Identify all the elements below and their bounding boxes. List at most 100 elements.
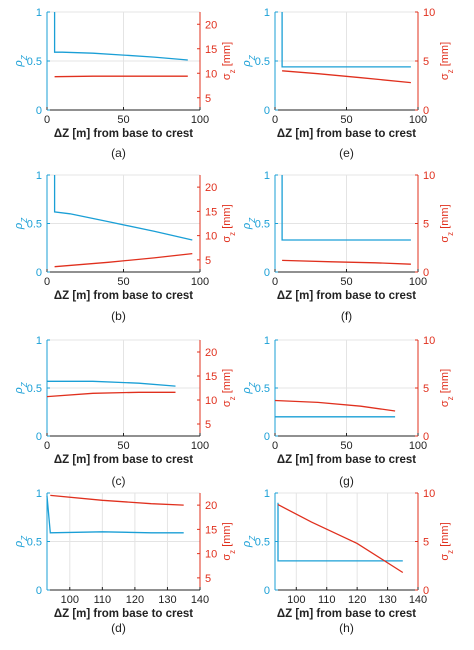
left-tick-label: 0 — [36, 431, 42, 443]
x-tick-label: 0 — [44, 114, 50, 126]
x-axis-label: ΔZ [m] from base to crest — [277, 454, 416, 466]
right-tick-label: 10 — [205, 231, 217, 243]
left-tick-label: 0 — [264, 267, 270, 279]
x-axis-label: ΔZ [m] from base to crest — [54, 290, 193, 302]
right-tick-label: 5 — [423, 383, 429, 395]
left-tick-label: 1 — [36, 170, 42, 182]
x-tick-label: 130 — [158, 594, 176, 606]
x-axis-label: ΔZ [m] from base to crest — [54, 128, 193, 140]
right-tick-label: 0 — [423, 585, 429, 597]
x-tick-label: 0 — [272, 440, 278, 452]
right-tick-label: 5 — [205, 93, 211, 105]
right-tick-label: 0 — [423, 105, 429, 117]
x-tick-label: 0 — [44, 440, 50, 452]
panel-caption: (e) — [339, 146, 354, 160]
panel-caption: (h) — [339, 621, 354, 635]
panel-caption: (a) — [111, 146, 126, 160]
left-tick-label: 0.5 — [27, 219, 42, 231]
x-tick-label: 50 — [117, 114, 129, 126]
right-tick-label: 20 — [205, 347, 217, 359]
right-tick-label: 15 — [205, 524, 217, 536]
left-tick-label: 0 — [264, 431, 270, 443]
rho-series-line — [281, 175, 411, 241]
rho-series-line — [277, 502, 403, 562]
right-tick-label: 5 — [205, 573, 211, 585]
sigma-series-line — [54, 75, 188, 78]
left-tick-label: 1 — [36, 7, 42, 19]
sigma-series-line — [282, 70, 411, 84]
rho-series-line — [281, 12, 411, 68]
left-tick-label: 0.5 — [27, 537, 42, 549]
left-tick-label: 1 — [36, 488, 42, 500]
rho-series-line — [53, 12, 188, 61]
x-tick-label: 140 — [409, 594, 427, 606]
right-tick-label: 10 — [423, 335, 435, 347]
x-tick-label: 110 — [94, 594, 112, 606]
sigma-series-line — [46, 391, 176, 398]
x-tick-label: 100 — [61, 594, 79, 606]
x-axis-label: ΔZ [m] from base to crest — [54, 454, 193, 466]
right-axis-label: σz [mm] — [439, 204, 455, 242]
x-tick-label: 0 — [44, 276, 50, 288]
right-axis-label: σz [mm] — [439, 522, 455, 560]
x-tick-label: 50 — [340, 276, 352, 288]
panel-caption: (c) — [112, 474, 126, 488]
left-tick-label: 0.5 — [255, 56, 270, 68]
sigma-series-line — [277, 504, 404, 574]
x-tick-label: 100 — [409, 276, 427, 288]
x-tick-label: 50 — [340, 114, 352, 126]
panel-caption: (f) — [341, 309, 352, 323]
x-tick-label: 50 — [117, 440, 129, 452]
left-tick-label: 0 — [36, 105, 42, 117]
x-axis-label: ΔZ [m] from base to crest — [277, 128, 416, 140]
x-tick-label: 0 — [272, 114, 278, 126]
rho-series-line — [53, 175, 193, 241]
right-tick-label: 5 — [205, 419, 211, 431]
panel-caption: (g) — [339, 474, 354, 488]
x-tick-label: 0 — [272, 276, 278, 288]
x-tick-label: 100 — [409, 440, 427, 452]
right-tick-label: 10 — [423, 488, 435, 500]
right-tick-label: 15 — [205, 206, 217, 218]
left-tick-label: 1 — [264, 335, 270, 347]
x-axis-label: ΔZ [m] from base to crest — [277, 608, 416, 620]
right-tick-label: 20 — [205, 500, 217, 512]
x-tick-label: 100 — [409, 114, 427, 126]
sigma-series-line — [282, 259, 411, 265]
rho-series-line — [47, 380, 176, 387]
right-tick-label: 10 — [205, 395, 217, 407]
right-axis-label: σz [mm] — [439, 369, 455, 407]
x-tick-label: 100 — [287, 594, 305, 606]
x-tick-label: 100 — [191, 114, 209, 126]
left-tick-label: 0 — [264, 105, 270, 117]
left-tick-label: 0 — [36, 267, 42, 279]
right-tick-label: 5 — [423, 219, 429, 231]
right-tick-label: 5 — [205, 255, 211, 267]
x-tick-label: 50 — [340, 440, 352, 452]
right-tick-label: 10 — [205, 68, 217, 80]
right-tick-label: 0 — [423, 267, 429, 279]
right-tick-label: 5 — [423, 56, 429, 68]
panel-caption: (d) — [111, 621, 126, 635]
left-tick-label: 1 — [264, 170, 270, 182]
left-tick-label: 1 — [264, 488, 270, 500]
x-tick-label: 120 — [126, 594, 144, 606]
sigma-series-line — [54, 252, 193, 268]
sigma-series-line — [50, 494, 184, 506]
right-axis-label: σz [mm] — [221, 204, 237, 242]
left-tick-label: 0 — [36, 585, 42, 597]
right-axis-label: σz [mm] — [221, 42, 237, 80]
x-axis-label: ΔZ [m] from base to crest — [54, 608, 193, 620]
panel-caption: (b) — [111, 309, 126, 323]
sigma-series-line — [274, 399, 396, 412]
right-tick-label: 20 — [205, 182, 217, 194]
rho-series-line — [46, 495, 184, 534]
x-tick-label: 140 — [191, 594, 209, 606]
